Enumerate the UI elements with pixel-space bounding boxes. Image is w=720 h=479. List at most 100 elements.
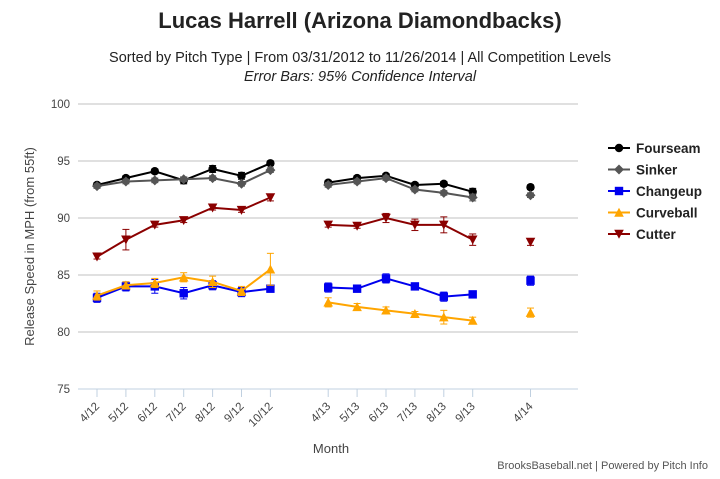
y-tick-label: 75: [57, 384, 70, 396]
x-tick-label: 6/12: [136, 401, 160, 425]
series-fourseam: [92, 159, 535, 196]
data-point-curveball: [178, 272, 189, 282]
data-point-curveball: [236, 286, 247, 296]
data-point-cutter: [150, 220, 160, 230]
chart-title: Lucas Harrell (Arizona Diamondbacks): [158, 8, 562, 33]
data-point-changeup: [381, 274, 391, 283]
data-point-curveball: [381, 305, 391, 315]
legend-label: Curveball: [636, 206, 698, 221]
series-line-fourseam: [328, 174, 473, 193]
legend-label: Changeup: [636, 184, 702, 199]
data-point-curveball: [121, 280, 131, 290]
series-cutter: [92, 193, 536, 262]
data-point-changeup: [179, 289, 188, 298]
x-tick-label: 8/12: [193, 401, 217, 425]
data-point-sinker: [207, 173, 218, 184]
series-group: [92, 159, 536, 325]
data-point-cutter: [265, 193, 276, 203]
data-point-fourseam: [266, 159, 275, 168]
legend-marker: [614, 186, 624, 196]
x-tick-label: 6/13: [367, 401, 391, 425]
data-point-cutter: [236, 205, 247, 215]
data-point-cutter: [525, 237, 536, 247]
legend-label: Sinker: [636, 163, 678, 178]
x-tick-label: 7/12: [165, 401, 189, 425]
data-point-changeup: [410, 282, 420, 291]
x-tick-label: 10/12: [247, 401, 276, 430]
series-line-sinker: [328, 177, 473, 199]
data-point-changeup: [352, 284, 362, 293]
data-point-sinker: [467, 192, 478, 203]
data-point-changeup: [526, 276, 535, 285]
legend-label: Fourseam: [636, 141, 701, 156]
data-point-sinker: [236, 178, 247, 189]
x-tick-label: 8/13: [425, 401, 449, 425]
x-axis-title: Month: [313, 441, 349, 456]
series-line-changeup: [328, 277, 473, 298]
data-point-curveball: [352, 302, 362, 312]
data-point-cutter: [410, 220, 420, 230]
data-point-sinker: [438, 187, 449, 198]
data-point-cutter: [92, 252, 102, 262]
data-point-curveball: [439, 312, 449, 322]
data-point-changeup: [468, 290, 477, 299]
series-curveball: [92, 252, 536, 325]
data-point-curveball: [92, 290, 102, 300]
data-point-sinker: [265, 165, 276, 176]
data-point-sinker: [120, 176, 131, 187]
legend-item-sinker[interactable]: Sinker: [608, 163, 678, 178]
data-point-curveball: [410, 308, 420, 318]
data-point-fourseam: [439, 179, 448, 188]
legend-marker: [614, 164, 624, 175]
legend-item-fourseam[interactable]: Fourseam: [608, 141, 701, 156]
data-point-fourseam: [526, 183, 535, 192]
chart-subtitle: Sorted by Pitch Type | From 03/31/2012 t…: [109, 50, 611, 66]
y-tick-label: 85: [57, 270, 70, 282]
y-tick-label: 100: [51, 99, 70, 111]
legend-marker: [614, 143, 624, 153]
data-point-fourseam: [150, 167, 159, 176]
series-changeup: [92, 273, 535, 303]
y-tick-label: 95: [57, 156, 70, 168]
grid-lines: [78, 103, 578, 333]
y-tick-label: 90: [57, 213, 70, 225]
x-tick-label: 4/12: [78, 401, 102, 425]
y-axis-ticks: 75 80 85 90 95 100: [51, 99, 70, 396]
legend-item-cutter[interactable]: Cutter: [608, 227, 676, 242]
x-tick-label: 4/14: [511, 400, 536, 425]
legend-label: Cutter: [636, 227, 676, 242]
data-point-sinker: [178, 174, 189, 185]
data-point-sinker: [149, 175, 160, 186]
data-point-sinker: [381, 173, 391, 184]
series-line-cutter: [328, 216, 474, 241]
x-tick-label: 5/13: [338, 401, 362, 425]
data-point-curveball: [265, 264, 276, 274]
data-point-sinker: [323, 179, 334, 190]
series-line-curveball: [328, 301, 473, 322]
data-point-cutter: [439, 220, 449, 230]
data-point-sinker: [525, 190, 536, 201]
data-point-curveball: [467, 315, 478, 325]
data-point-fourseam: [208, 164, 217, 174]
legend-item-curveball[interactable]: Curveball: [608, 206, 698, 221]
legend[interactable]: Fourseam Sinker Changeup Curveball Cutter: [608, 141, 702, 242]
credits[interactable]: BrooksBaseball.net | Powered by Pitch In…: [497, 460, 708, 472]
data-point-cutter: [323, 220, 333, 230]
data-point-changeup: [266, 284, 275, 293]
y-axis-title: Release Speed in MPH (from 55ft): [22, 147, 37, 346]
data-point-cutter: [467, 235, 478, 245]
data-point-cutter: [121, 235, 131, 245]
data-point-cutter: [178, 216, 189, 226]
data-point-curveball: [525, 307, 536, 317]
x-axis-ticks: 4/12 5/12 6/12 7/12 8/12 9/12 10/12 4/13 5/13 6/1…: [78, 389, 536, 429]
data-point-fourseam: [237, 171, 246, 181]
x-tick-label: 5/12: [107, 401, 131, 425]
data-point-curveball: [150, 278, 160, 288]
legend-item-changeup[interactable]: Changeup: [608, 184, 702, 199]
data-point-sinker: [352, 176, 363, 187]
x-tick-label: 9/12: [222, 401, 246, 425]
data-point-curveball: [323, 297, 333, 307]
legend-marker: [614, 229, 624, 239]
data-point-changeup: [439, 292, 448, 301]
